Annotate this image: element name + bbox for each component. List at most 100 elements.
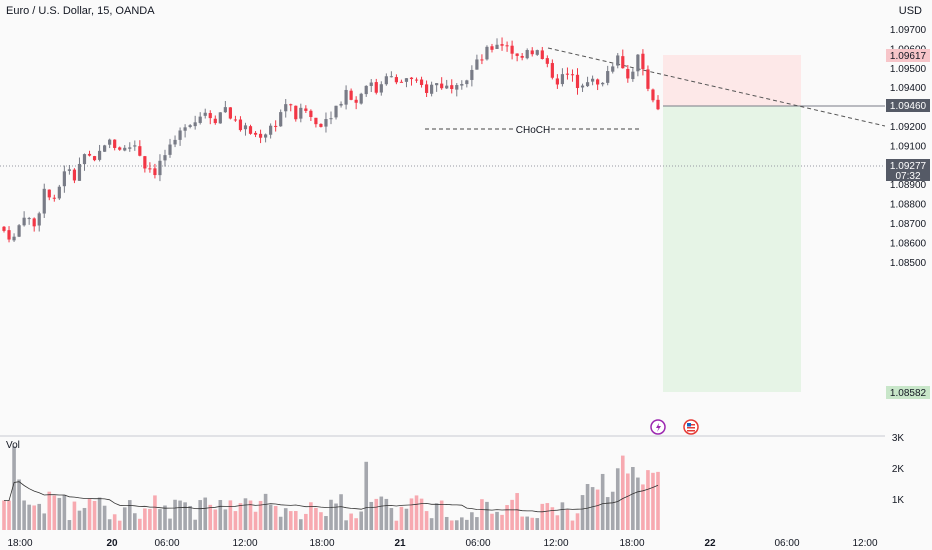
candle-body [435,83,439,86]
candle-body [12,236,16,241]
volume-bar [243,498,248,530]
volume-bar [510,499,514,530]
volume-bar [218,500,223,530]
candle-body [414,79,419,81]
candle-body [158,160,162,176]
stop-loss-zone[interactable] [663,55,801,106]
volume-bar [615,468,620,530]
candle-body [92,156,97,161]
volume-bar [525,516,529,530]
candle-body [67,169,71,171]
volume-bar [248,500,253,530]
candles[interactable] [2,37,660,243]
currency-label[interactable]: USD [898,5,922,17]
volume-bar [278,516,283,530]
candle-body [641,53,645,70]
price-axis[interactable]: 1.097001.096001.095001.094001.093001.092… [885,0,932,550]
volume-bar [198,500,202,530]
volume-bar [32,505,36,530]
candle-body [349,90,353,100]
candle-body [324,119,328,127]
volume-bar [520,516,524,530]
candle-body [198,116,202,123]
volume-bar [163,505,167,530]
candle-body [440,83,444,89]
volume-bar [570,520,575,530]
volume-bar [585,484,590,530]
lightning-event-icon[interactable] [650,419,666,435]
volume-bar [414,495,419,530]
volume-pane[interactable] [2,446,660,530]
time-tick-label: 06:00 [774,538,799,549]
volume-bar [646,470,650,530]
volume-bar [283,508,288,530]
volume-bar [203,497,208,530]
volume-bar [62,494,67,530]
candle-body [32,218,36,227]
candle-body [480,59,484,61]
volume-bar [253,511,258,530]
candle-body [299,107,303,119]
volume-bar [540,503,545,530]
price-tick-label: 1.09400 [890,83,927,94]
candle-body [334,105,338,118]
volume-tick-label: 2K [892,464,905,475]
target-price-tag [886,386,930,399]
candle-body [319,123,323,127]
candle-body [153,168,157,176]
candle-body [389,76,393,78]
candle-body [495,44,499,49]
candle-body [621,56,625,69]
volume-bar [304,513,308,530]
candle-body [339,103,343,106]
candle-body [460,84,464,86]
candle-body [188,125,192,127]
candle-body [424,84,429,93]
volume-bar [314,507,318,530]
candle-body [258,133,263,138]
candle-body [133,145,137,147]
candle-body [2,226,6,231]
price-pane[interactable]: CHoCH [0,37,886,435]
volume-bar [475,517,479,530]
us-flag-event-icon[interactable] [683,419,699,435]
candle-body [394,77,398,83]
candle-body [369,82,373,86]
volume-bar [233,511,238,530]
volume-bar [384,498,389,530]
candle-body [289,104,293,106]
volume-bar [480,499,484,530]
symbol-title[interactable]: Euro / U.S. Dollar, 15, OANDA [6,5,155,17]
volume-bar [77,510,82,530]
volume-bar [505,505,509,530]
candle-body [445,85,449,89]
candle-body [213,118,217,124]
volume-bar [107,519,112,530]
descending-trendline[interactable] [547,47,886,127]
candle-body [203,112,207,116]
candle-body [384,76,388,85]
candle-body [656,99,660,110]
volume-bars [2,446,660,530]
volume-bar [82,507,87,530]
stop-price-tag-text: 1.09617 [890,51,927,62]
volume-bar [52,495,57,530]
volume-indicator-label[interactable]: Vol [6,440,20,451]
candle-body [228,107,232,119]
volume-bar [2,500,6,530]
candle-body [631,71,635,80]
volume-bar [605,497,610,530]
volume-bar [138,518,142,530]
take-profit-zone[interactable] [663,106,801,392]
candle-body [329,118,333,120]
candle-body [535,50,539,55]
candle-body [163,155,167,161]
candle-body [585,82,590,87]
volume-bar [580,495,585,530]
volume-bar [454,520,459,530]
time-axis[interactable]: 18:00 20 06:00 12:00 18:00 21 06:00 12:00 18:00 2… [7,538,877,549]
volume-bar [555,515,560,530]
volume-bar [228,500,233,530]
volume-bar [168,518,172,530]
